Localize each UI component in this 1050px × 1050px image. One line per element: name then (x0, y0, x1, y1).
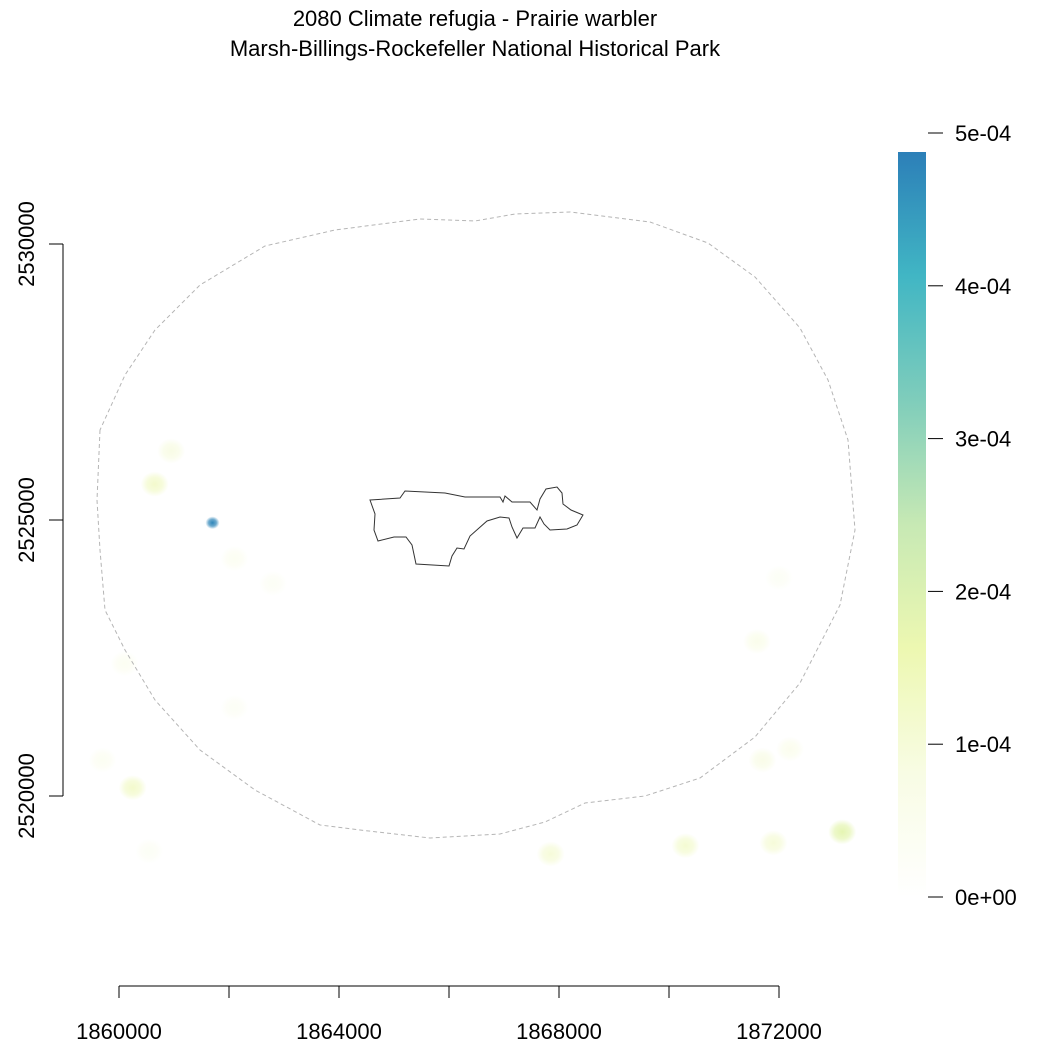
refugia-hotspot (259, 570, 287, 597)
refugia-hotspot (110, 650, 139, 677)
legend-tick-label: 2e-04 (955, 579, 1011, 604)
refugia-hotspot (118, 775, 147, 801)
refugia-hotspot (220, 546, 249, 572)
raster-hotspots (88, 438, 857, 867)
map-title: 2080 Climate refugia - Prairie warbler (292, 6, 658, 31)
legend-tick-label: 0e+00 (955, 885, 1017, 910)
refugia-hotspot (135, 838, 164, 864)
x-axis: 1860000 1864000 1868000 1872000 (76, 985, 822, 1044)
map-subtitle: Marsh-Billings-Rockefeller National Hist… (229, 36, 721, 61)
refugia-hotspot (748, 747, 777, 773)
refugia-hotspot (671, 833, 700, 859)
refugia-hotspot (140, 471, 169, 497)
refugia-hotspot (88, 747, 117, 773)
buffer-boundary (96, 211, 856, 839)
refugia-hotspot (205, 516, 220, 530)
refugia-hotspot (776, 736, 804, 762)
legend: 0e+00 1e-04 2e-04 3e-04 4e-04 5e-04 (898, 121, 1017, 910)
y-tick-label: 2525000 (14, 477, 39, 563)
legend-tick-label: 3e-04 (955, 427, 1011, 452)
refugia-hotspot (536, 841, 565, 867)
refugia-hotspot (759, 830, 788, 856)
legend-tick-label: 5e-04 (955, 121, 1011, 146)
legend-tick-label: 1e-04 (955, 732, 1011, 757)
refugia-hotspot (743, 628, 771, 655)
refugia-hotspot (220, 695, 249, 721)
x-tick-label: 1872000 (736, 1019, 822, 1044)
refugia-hotspot (157, 438, 186, 464)
x-tick-label: 1860000 (76, 1019, 162, 1044)
refugia-hotspot (765, 565, 793, 591)
x-tick-label: 1868000 (516, 1019, 602, 1044)
legend-color-bar (898, 152, 926, 897)
y-axis: 2520000 2525000 2530000 (14, 201, 64, 839)
park-boundary (369, 486, 584, 567)
legend-tick-label: 4e-04 (955, 274, 1011, 299)
refugia-hotspot (828, 819, 857, 845)
x-tick-label: 1864000 (296, 1019, 382, 1044)
y-tick-label: 2520000 (14, 753, 39, 839)
y-tick-label: 2530000 (14, 201, 39, 287)
